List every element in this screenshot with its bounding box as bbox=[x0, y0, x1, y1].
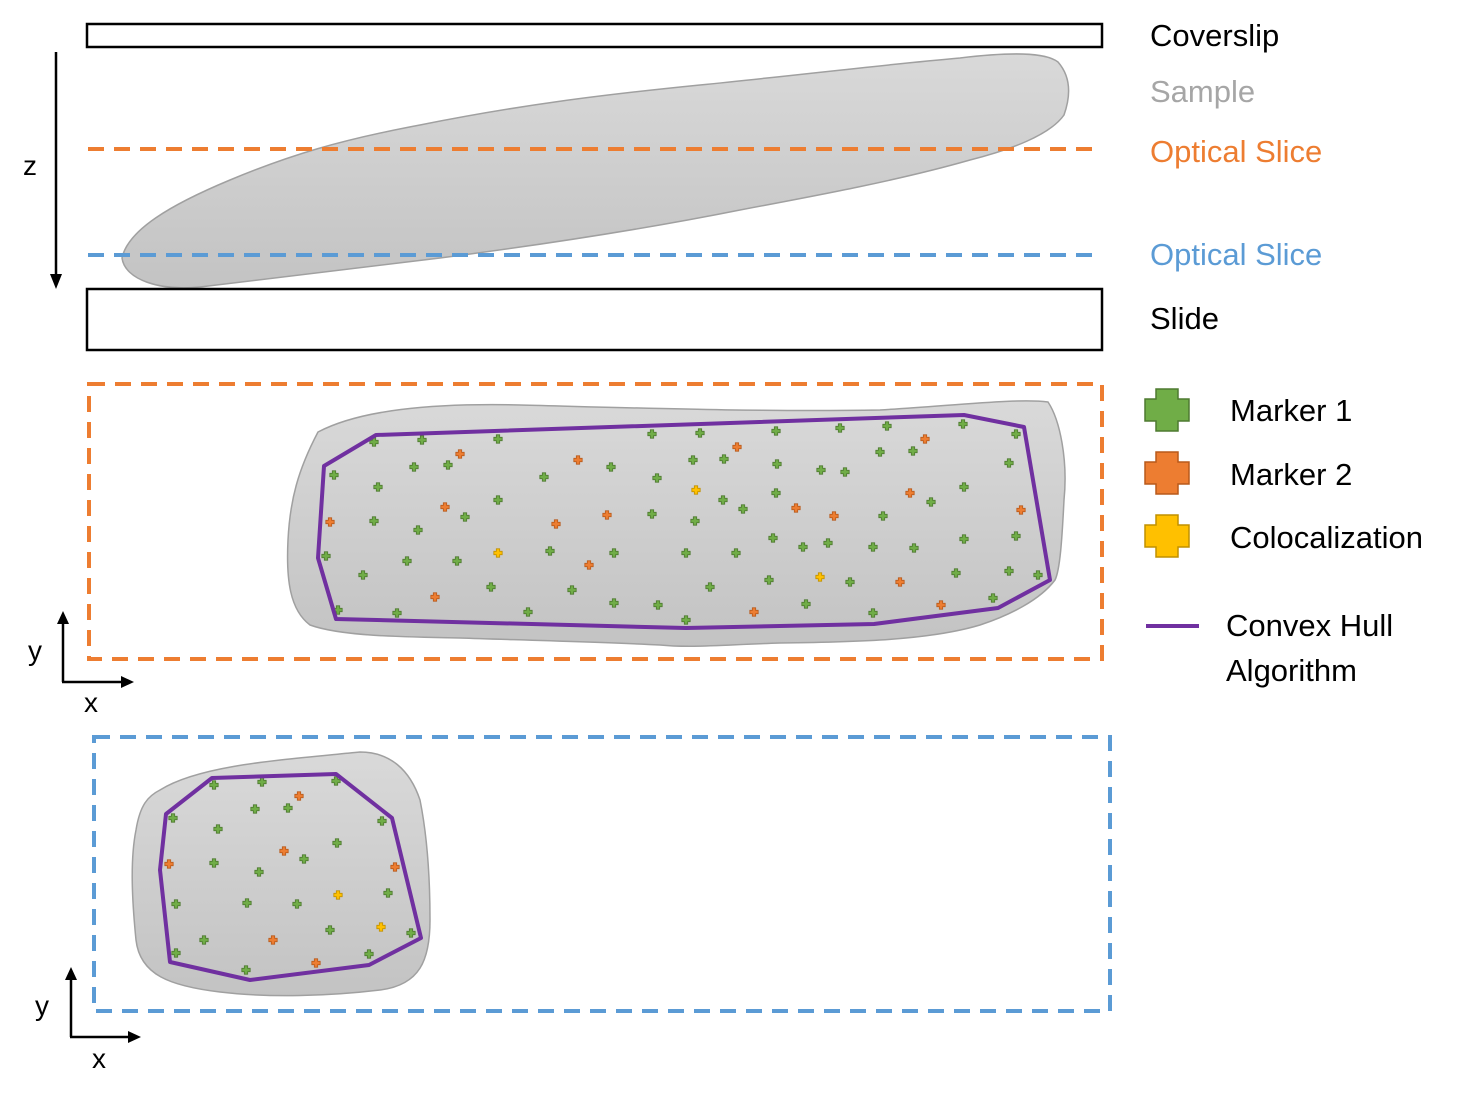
coverslip-rect bbox=[85, 22, 1104, 49]
legend-item-convex-hull: Convex Hull Algorithm bbox=[1146, 608, 1393, 688]
orange-cross-icon bbox=[1144, 451, 1190, 495]
bottom-sample-shape bbox=[131, 751, 431, 997]
z-axis-label: z bbox=[23, 150, 37, 181]
legend-label-algorithm: Algorithm bbox=[1226, 653, 1357, 688]
top-y-arrowhead-icon bbox=[57, 611, 69, 624]
top-x-axis-label: x bbox=[84, 687, 98, 718]
legend-item-marker-2: Marker 2 bbox=[1144, 451, 1352, 495]
sample-shape bbox=[121, 53, 1070, 289]
slide-rect bbox=[85, 287, 1104, 352]
legend-item-marker-1: Marker 1 bbox=[1144, 388, 1352, 432]
legend-label-colocalization: Colocalization bbox=[1230, 520, 1423, 555]
legend: Marker 1 Marker 2 Colocalization Convex … bbox=[1144, 388, 1423, 688]
bottom-y-arrowhead-icon bbox=[65, 967, 77, 980]
legend-label-convex-hull: Convex Hull bbox=[1226, 608, 1393, 643]
green-cross-icon bbox=[1144, 388, 1190, 432]
bottom-convex-hull bbox=[158, 772, 423, 982]
yellow-cross-icon bbox=[1144, 514, 1190, 558]
bottom-slice-frame bbox=[92, 735, 1112, 1013]
coverslip-label: Coverslip bbox=[1150, 18, 1279, 53]
top-slice-frame bbox=[87, 382, 1104, 661]
top-sample-shape bbox=[286, 400, 1066, 648]
top-x-arrowhead-icon bbox=[121, 676, 134, 688]
bottom-slice-view: y x bbox=[35, 735, 1112, 1074]
bottom-y-axis-label: y bbox=[35, 990, 49, 1021]
top-y-axis-label: y bbox=[28, 635, 42, 666]
legend-label-marker-1: Marker 1 bbox=[1230, 393, 1352, 428]
top-slice-view: y x bbox=[28, 382, 1104, 718]
optical-slice-label-orange: Optical Slice bbox=[1150, 134, 1322, 169]
bottom-x-axis-label: x bbox=[92, 1043, 106, 1074]
side-view: z Coverslip Sample Optical Slice Optical… bbox=[23, 18, 1322, 352]
bottom-x-arrowhead-icon bbox=[128, 1031, 141, 1043]
sample-label: Sample bbox=[1150, 74, 1255, 109]
optical-slice-label-blue: Optical Slice bbox=[1150, 237, 1322, 272]
slide-label: Slide bbox=[1150, 301, 1219, 336]
legend-item-colocalization: Colocalization bbox=[1144, 514, 1423, 558]
legend-label-marker-2: Marker 2 bbox=[1230, 457, 1352, 492]
top-convex-hull bbox=[316, 413, 1052, 630]
z-axis-arrowhead-icon bbox=[50, 274, 62, 289]
